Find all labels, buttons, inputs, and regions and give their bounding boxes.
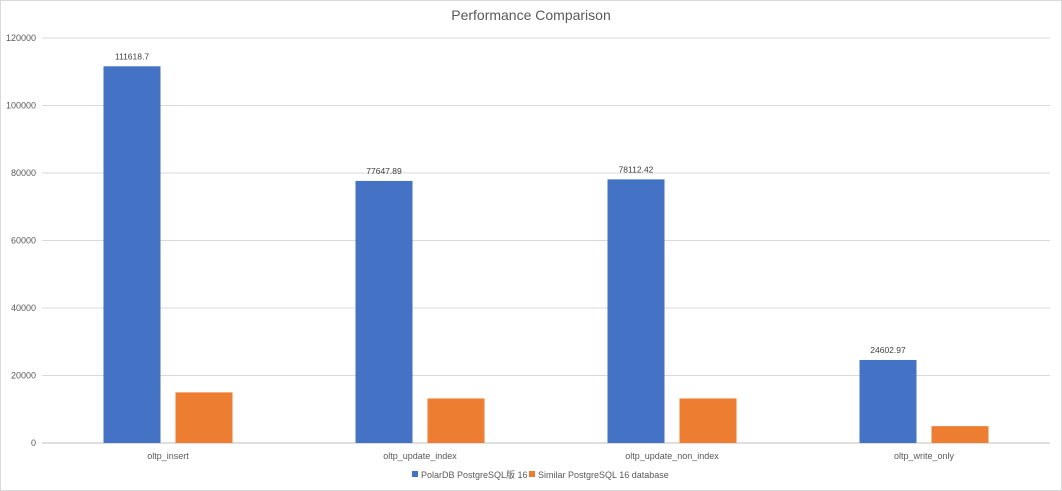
bar-polardb-oltp_insert [103, 66, 161, 443]
data-label: 111618.7 [115, 51, 149, 61]
bar-similar-pg-oltp_write_only [931, 426, 989, 443]
bar-similar-pg-oltp_update_index [427, 398, 485, 443]
legend-label: PolarDB PostgreSQL版 16 [421, 469, 528, 480]
chart-title: Performance Comparison [451, 7, 611, 23]
y-axis: 0 20000 40000 60000 80000 100000 120000 [6, 33, 36, 448]
bar-polardb-oltp_update_non_index [607, 179, 665, 443]
y-tick-label: 80000 [11, 168, 36, 178]
y-tick-label: 0 [31, 438, 36, 448]
bars: 111618.7 77647.89 78112.42 24602.97 [103, 51, 989, 444]
data-label: 24602.97 [870, 345, 906, 355]
legend: PolarDB PostgreSQL版 16 Similar PostgreSQL… [412, 469, 669, 480]
bar-polardb-oltp_update_index [355, 180, 413, 444]
x-tick-label: oltp_write_only [894, 451, 955, 461]
bar-similar-pg-oltp_insert [175, 392, 233, 443]
y-tick-label: 40000 [11, 303, 36, 313]
legend-swatch [412, 471, 418, 477]
bar-polardb-oltp_write_only [859, 359, 917, 443]
y-tick-label: 20000 [11, 371, 36, 381]
y-tick-label: 100000 [6, 101, 36, 111]
y-tick-label: 60000 [11, 236, 36, 246]
y-tick-label: 120000 [6, 33, 36, 43]
x-tick-label: oltp_update_index [383, 451, 457, 461]
data-label: 77647.89 [366, 166, 402, 176]
legend-label: Similar PostgreSQL 16 database [538, 470, 669, 480]
data-label: 78112.42 [619, 164, 654, 174]
bar-similar-pg-oltp_update_non_index [679, 398, 737, 443]
legend-swatch [529, 471, 535, 477]
x-tick-label: oltp_insert [147, 451, 189, 461]
x-tick-label: oltp_update_non_index [625, 451, 719, 461]
x-axis: oltp_insert oltp_update_index oltp_update_… [147, 451, 954, 461]
